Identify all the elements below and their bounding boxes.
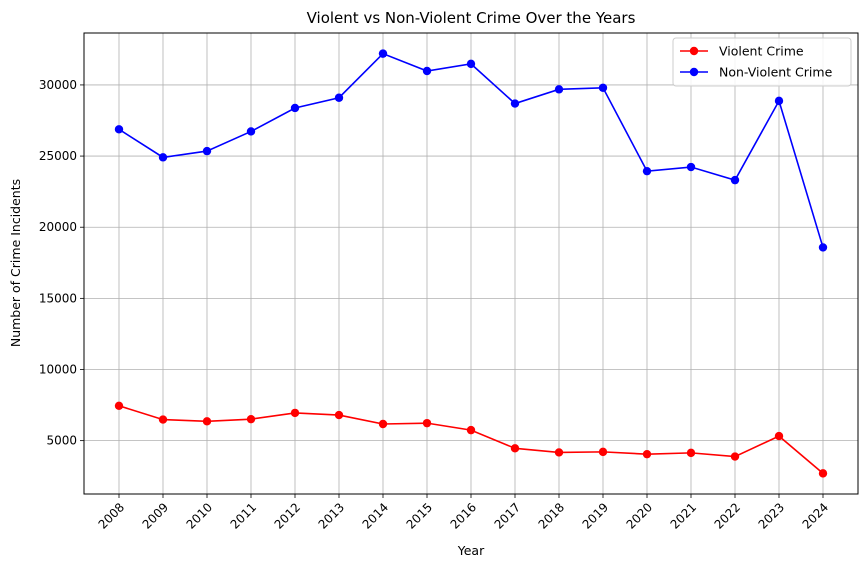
x-tick-label: 2009: [140, 500, 171, 531]
x-tick-label: 2010: [184, 500, 215, 531]
x-tick-label: 2021: [668, 500, 699, 531]
y-tick-label: 25000: [39, 149, 77, 163]
non-violent-crime-point: [246, 127, 256, 136]
x-axis-label: Year: [457, 543, 485, 558]
violent-crime-point: [774, 431, 784, 441]
violent-crime-point: [378, 419, 388, 429]
x-tick-label: 2017: [492, 500, 523, 531]
violent-crime-point: [202, 417, 212, 426]
non-violent-crime-point: [554, 85, 564, 94]
violent-crime-point: [334, 410, 344, 420]
non-violent-crime-point: [818, 243, 828, 252]
x-tick-label: 2016: [448, 500, 479, 531]
y-tick-label: 30000: [39, 78, 77, 92]
non-violent-crime-point: [774, 96, 784, 106]
non-violent-crime-point: [466, 59, 476, 69]
y-tick-label: 5000: [46, 434, 77, 448]
x-tick-label: 2022: [712, 500, 743, 531]
x-tick-label: 2012: [272, 500, 303, 531]
x-tick-label: 2020: [624, 500, 655, 531]
violent-crime-point: [642, 449, 652, 459]
y-tick-label: 10000: [39, 363, 77, 377]
y-axis-label: Number of Crime Incidents: [8, 179, 23, 347]
violent-crime-point: [686, 448, 696, 458]
x-tick-label: 2019: [580, 500, 611, 531]
non-violent-crime-point: [730, 175, 740, 185]
legend-box: [672, 37, 852, 87]
violent-crime-point: [598, 447, 608, 457]
legend-non-violent-crime-marker: [689, 67, 699, 77]
y-axis-ticks: 5000 10000 15000 20000 25000 30000: [39, 78, 84, 448]
y-tick-label: 15000: [39, 291, 77, 305]
x-tick-label: 2011: [228, 500, 259, 531]
grid-lines: [84, 33, 858, 494]
chart-title: Violent vs Non-Violent Crime Over the Ye…: [307, 9, 636, 27]
x-tick-label: 2013: [316, 500, 347, 531]
legend-non-violent-crime-label: Non-Violent Crime: [719, 65, 833, 80]
legend-violent-crime-label: Violent Crime: [719, 44, 804, 59]
x-tick-label: 2018: [536, 500, 567, 531]
non-violent-crime-point: [290, 103, 300, 113]
violent-crime-point: [422, 418, 432, 428]
non-violent-crime-point: [158, 153, 168, 162]
y-tick-label: 20000: [39, 220, 77, 234]
x-tick-label: 2014: [360, 500, 391, 531]
non-violent-crime-point: [686, 162, 696, 172]
non-violent-crime-point: [114, 125, 124, 134]
non-violent-crime-point: [378, 49, 388, 58]
non-violent-crime-point: [510, 99, 520, 108]
non-violent-crime-point: [598, 83, 608, 92]
violent-crime-point: [466, 425, 476, 435]
non-violent-crime-point: [334, 93, 344, 102]
violent-crime-point: [730, 452, 740, 461]
x-tick-label: 2024: [800, 500, 831, 531]
non-violent-crime-point: [642, 166, 652, 176]
series-layer: [114, 49, 828, 478]
violent-crime-point: [158, 415, 168, 424]
non-violent-crime-point: [422, 66, 432, 76]
non-violent-crime-point: [202, 146, 212, 156]
legend-violent-crime-marker: [689, 46, 699, 56]
violent-crime-point: [290, 408, 300, 418]
violent-crime-point: [510, 444, 520, 453]
violent-crime-point: [554, 448, 564, 457]
x-tick-label: 2023: [756, 500, 787, 531]
x-tick-label: 2015: [404, 500, 435, 531]
legend: Violent Crime Non-Violent Crime: [672, 37, 852, 87]
x-tick-label: 2008: [96, 500, 127, 531]
violent-crime-point: [818, 469, 828, 478]
violent-crime-point: [246, 414, 256, 424]
x-axis-ticks: 2008 2009 2010 2011 2012 2013 2014 2015 2016 2017…: [96, 494, 831, 532]
violent-crime-point: [114, 401, 124, 410]
